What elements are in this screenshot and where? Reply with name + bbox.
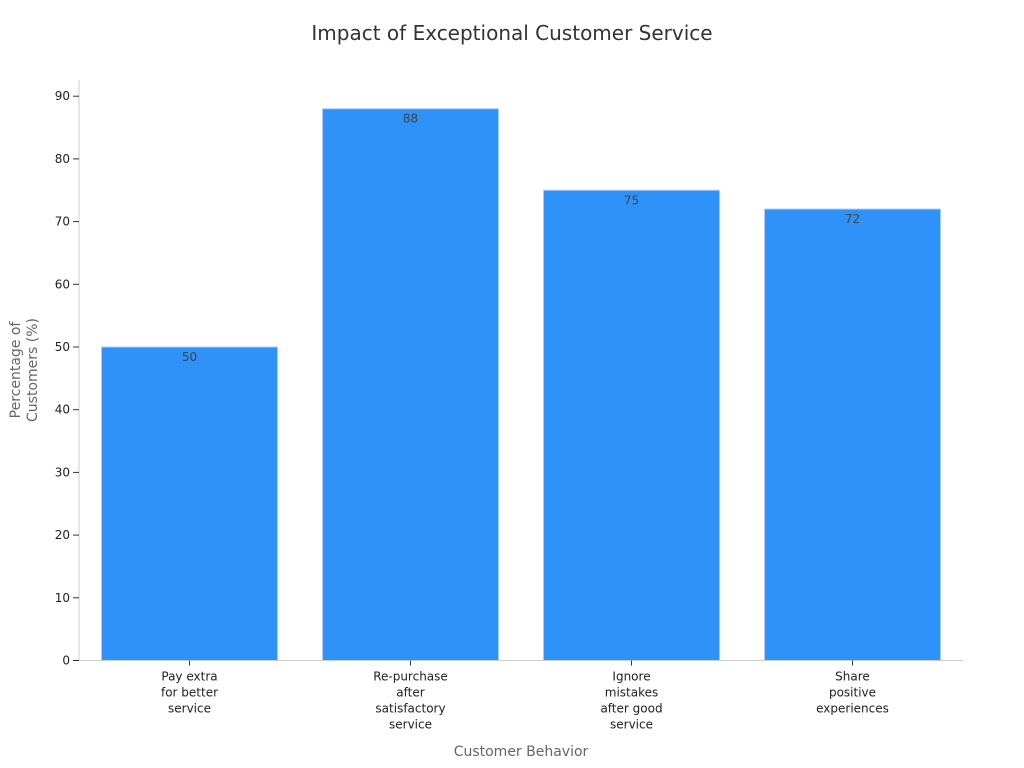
bar-value-label: 75 <box>624 193 639 207</box>
y-tick-label: 0 <box>62 654 70 668</box>
bar <box>543 189 720 661</box>
bar <box>764 208 941 661</box>
x-axis-title: Customer Behavior <box>454 744 589 760</box>
chart-title: Impact of Exceptional Customer Service <box>311 21 712 45</box>
y-axis-title-text: Percentage ofCustomers (%) <box>8 318 41 422</box>
y-tick-label: 90 <box>55 89 70 103</box>
bar-value-label: 88 <box>403 112 418 126</box>
y-tick-label: 40 <box>55 403 70 417</box>
y-tick-label: 80 <box>55 152 70 166</box>
y-tick-label: 50 <box>55 340 70 354</box>
y-tick-label: 30 <box>55 465 70 479</box>
y-axis: 0 10 20 30 40 50 60 70 80 90 <box>55 80 80 668</box>
y-tick-label: 60 <box>55 277 70 291</box>
bar-value-label: 72 <box>845 212 860 226</box>
bar <box>101 346 278 661</box>
x-tick-label: Share positive experiences <box>816 670 889 716</box>
value-labels-group: 50 88 75 72 <box>182 112 860 364</box>
bars-group <box>101 108 941 662</box>
y-tick-label: 20 <box>55 528 70 542</box>
x-tick-label: Re-purchase after satisfactory service <box>373 670 448 732</box>
x-tick-label: Pay extra for better service <box>161 670 218 716</box>
y-tick-label: 10 <box>55 591 70 605</box>
y-tick-label: 70 <box>55 215 70 229</box>
bar <box>322 108 499 662</box>
y-axis-title: Percentage ofCustomers (%) <box>8 318 41 422</box>
x-tick-label: Ignore mistakes after good service <box>600 670 662 732</box>
x-axis: Pay extra for better service Re-purchase aft… <box>79 660 963 732</box>
bar-value-label: 50 <box>182 350 197 364</box>
